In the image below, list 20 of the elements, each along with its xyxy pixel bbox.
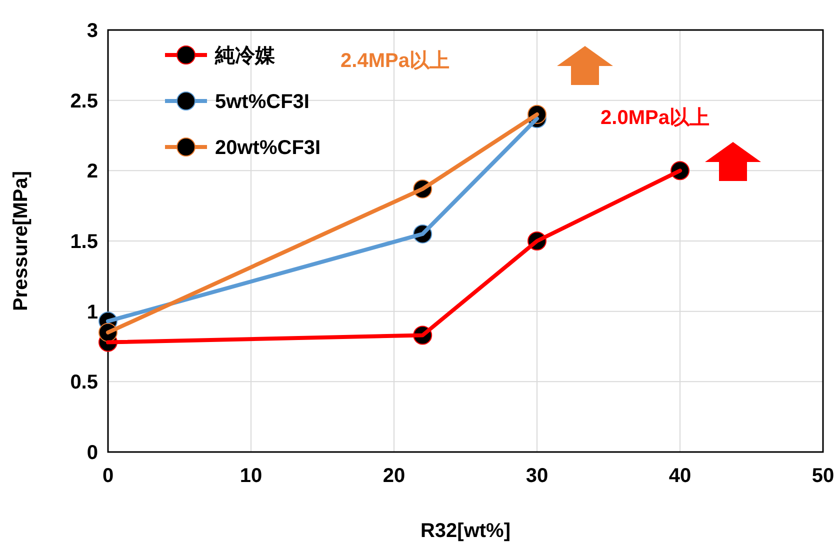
- legend-label: 20wt%CF3I: [215, 137, 321, 159]
- legend-label: 5wt%CF3I: [215, 91, 310, 113]
- y-tick-label: 1.5: [70, 231, 98, 253]
- x-axis-title: R32[wt%]: [420, 520, 511, 542]
- y-tick-label: 2.5: [70, 90, 98, 112]
- y-tick-label: 1: [86, 301, 98, 324]
- y-axis-title: Pressure[MPa]: [10, 170, 32, 312]
- x-tick-label: 0: [102, 465, 114, 487]
- legend-label: 純冷媒: [214, 45, 276, 67]
- x-tick-label: 50: [812, 465, 834, 487]
- annotation: 2.0MPa以上: [600, 107, 710, 129]
- x-tick-label: 10: [240, 465, 262, 487]
- annotation: 2.4MPa以上: [340, 50, 450, 72]
- x-tick-label: 40: [668, 465, 692, 487]
- y-tick-label: 0: [86, 442, 98, 464]
- y-tick-label: 2: [86, 160, 98, 183]
- y-tick-label: 3: [86, 20, 98, 42]
- y-tick-label: 0.5: [70, 372, 98, 394]
- x-tick-label: 20: [382, 465, 406, 487]
- x-tick-label: 30: [526, 465, 548, 487]
